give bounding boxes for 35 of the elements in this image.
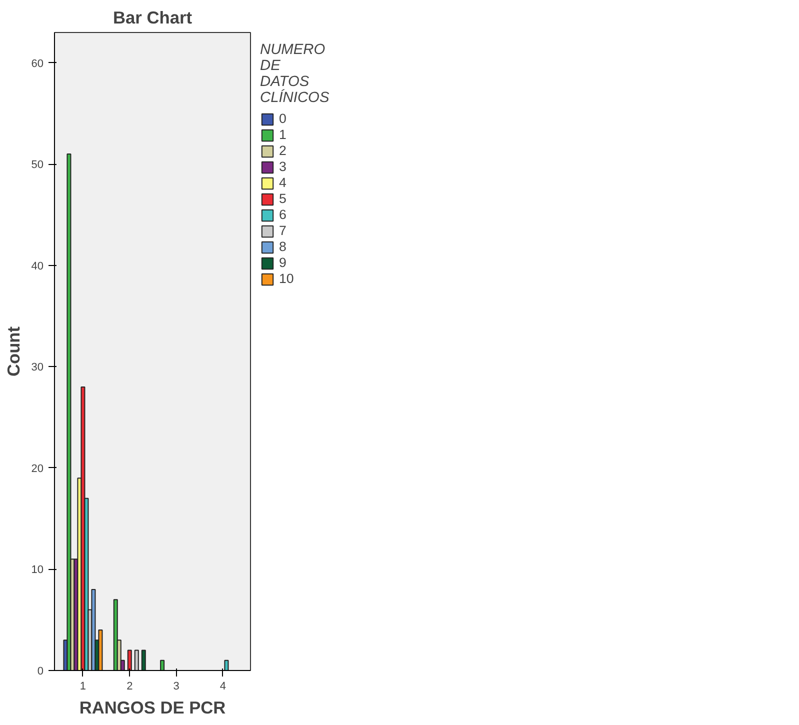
bar xyxy=(160,660,165,670)
x-tick-label: 1 xyxy=(80,680,86,692)
bar xyxy=(141,650,146,670)
bar xyxy=(66,154,72,670)
legend-label: 2 xyxy=(279,143,288,158)
legend-title: NUMERO DE DATOS CLÍNICOS xyxy=(260,42,330,106)
legend-label: 7 xyxy=(279,223,288,238)
x-tick-label: 4 xyxy=(220,680,226,692)
x-tick-label: 2 xyxy=(126,680,133,692)
legend-label: 8 xyxy=(279,239,288,254)
legend-label: 0 xyxy=(279,111,288,126)
bar xyxy=(98,629,103,670)
y-tick-label: 10 xyxy=(31,564,44,576)
bar xyxy=(113,599,118,670)
bar xyxy=(224,660,229,670)
y-tick-label: 30 xyxy=(31,362,44,374)
legend-label: 1 xyxy=(279,127,288,142)
y-tick-label: 20 xyxy=(31,462,44,475)
y-tick-label: 40 xyxy=(31,260,44,272)
y-tick-label: 0 xyxy=(37,666,44,678)
legend-label: 10 xyxy=(279,271,295,286)
bar xyxy=(134,650,139,670)
legend-label: 4 xyxy=(279,175,288,190)
y-tick-label: 50 xyxy=(31,159,44,172)
legend-label: 6 xyxy=(279,207,288,222)
x-tick-label: 3 xyxy=(173,680,180,692)
y-axis-title: Count xyxy=(3,326,24,377)
bar xyxy=(127,650,132,670)
y-tick-label: 60 xyxy=(31,58,44,70)
legend-label: 3 xyxy=(279,159,288,174)
legend-label: 5 xyxy=(279,191,288,206)
bar xyxy=(91,588,96,670)
legend-label: 9 xyxy=(279,255,288,270)
chart-title: Bar Chart xyxy=(113,8,192,28)
x-axis-title: RANGOS DE PCR xyxy=(79,698,226,718)
